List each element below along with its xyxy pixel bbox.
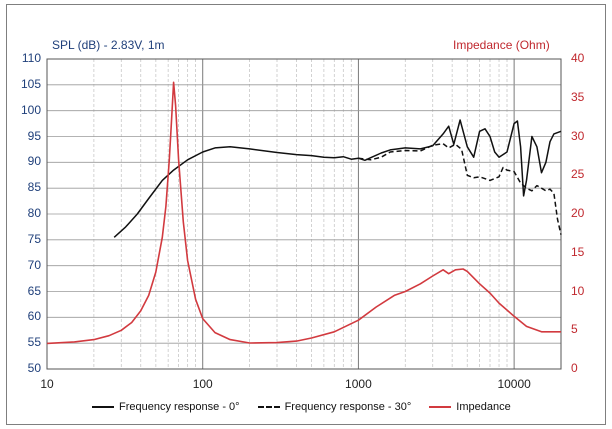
y-left-tick-label: 70 (27, 257, 41, 272)
legend-label-0deg: Frequency response - 0° (119, 401, 240, 413)
y-right-tick-label: 20 (571, 206, 585, 220)
y-left-tick-label: 75 (27, 231, 41, 246)
y-right-tick-label: 35 (571, 89, 585, 104)
x-tick-label: 1000 (345, 377, 372, 391)
legend-label-impedance: Impedance (456, 401, 511, 413)
legend-item-impedance: Impedance (429, 401, 511, 413)
y-left-tick-label: 50 (27, 361, 41, 375)
legend-swatch-red (429, 406, 452, 408)
y-left-tick-label: 60 (27, 309, 41, 324)
y-left-tick-label: 110 (21, 51, 41, 65)
y-left-tick-label: 55 (27, 335, 41, 350)
y-left-tick-label: 105 (20, 76, 41, 91)
y-left-tick-label: 95 (27, 128, 41, 143)
y-right-tick-label: 0 (571, 361, 578, 375)
legend-swatch-solid-black (92, 406, 114, 408)
y-right-tick-label: 10 (571, 283, 585, 298)
series-line-1 (358, 142, 562, 235)
y-right-tick-label: 5 (571, 322, 578, 337)
legend-swatch-dashed-black (257, 406, 280, 408)
plot-border (46, 58, 562, 370)
left-axis-title: SPL (dB) - 2.83V, 1m (52, 38, 165, 52)
series-line-2 (46, 81, 561, 345)
legend-item-0deg: Frequency response - 0° (92, 401, 240, 413)
x-tick-label: 100 (192, 377, 213, 391)
x-tick-label: 10 (40, 377, 54, 391)
y-right-tick-label: 40 (571, 51, 585, 65)
legend: Frequency response - 0° Frequency respon… (92, 401, 511, 413)
legend-label-30deg: Frequency response - 30° (284, 401, 412, 413)
y-left-tick-label: 65 (27, 283, 41, 298)
y-left-tick-label: 100 (20, 102, 41, 117)
y-right-tick-label: 30 (571, 128, 585, 143)
y-left-tick-label: 90 (27, 154, 41, 169)
y-right-tick-label: 25 (571, 167, 585, 182)
series-line-0 (113, 119, 562, 238)
y-left-tick-label: 85 (27, 180, 41, 195)
right-axis-title: Impedance (Ohm) (453, 38, 550, 52)
legend-item-30deg: Frequency response - 30° (257, 401, 412, 413)
y-left-tick-label: 80 (27, 206, 41, 220)
y-right-tick-label: 15 (571, 244, 585, 259)
x-tick-label: 10000 (497, 377, 531, 391)
chart-svg (46, 58, 562, 370)
chart-frame: SPL (dB) - 2.83V, 1m Impedance (Ohm) 50 5… (6, 4, 606, 425)
